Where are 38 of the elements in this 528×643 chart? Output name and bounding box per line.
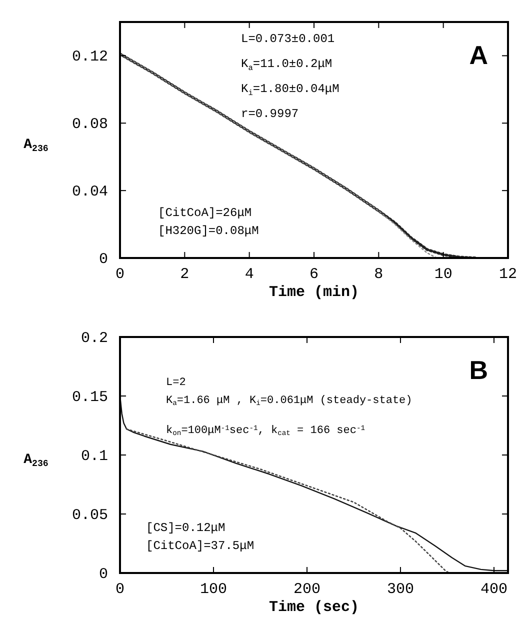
x-axis-title: Time (min) [268, 284, 360, 301]
annotation: K$_{a}$=11.0±0.2μM [241, 57, 332, 73]
y-tick-label: 0.04 [72, 184, 108, 201]
y-tick-label: 0 [98, 566, 108, 583]
y-tick-label: 0.1 [80, 448, 108, 465]
y-axis-title: A$_{236}$ [24, 452, 48, 470]
annotation: K$_{i}$=1.80±0.04μM [241, 82, 340, 98]
text: B [469, 355, 488, 385]
x-tick-label: 10 [434, 266, 452, 283]
y-axis-title: A$_{236}$ [24, 137, 48, 154]
annotation: [H320G]=0.08μM [158, 224, 259, 238]
x-tick-label: 100 [200, 581, 227, 598]
x-tick-label: 400 [480, 581, 508, 598]
y-tick-label: 0.08 [72, 116, 108, 134]
annotation: [CS]=0.12μM [146, 521, 226, 535]
y-tick-label: 0.2 [80, 330, 108, 347]
annotation: K$_{a}$=1.66 μM , K$_{i}$=0.061μM (steady-state) [166, 395, 412, 408]
x-tick-label: 6 [309, 266, 319, 283]
x-tick-label: 0 [115, 266, 125, 283]
x-tick-label: 12 [498, 266, 518, 283]
annotation: [CitCoA]=37.5μM [146, 539, 254, 553]
text: A [469, 40, 488, 70]
annotation: r=0.9997 [241, 107, 299, 121]
x-tick-label: 2 [180, 266, 190, 283]
x-axis-title: Time (sec) [268, 599, 360, 616]
x-tick-label: 8 [374, 266, 384, 283]
y-tick-label: 0.15 [72, 389, 108, 406]
x-tick-label: 0 [115, 581, 125, 598]
y-tick-label: 0.12 [72, 48, 108, 66]
annotation: L=0.073±0.001 [241, 32, 335, 46]
y-tick-label: 0.05 [72, 507, 108, 524]
text: k$_{on}$=100μM$^{-1}$sec$^{-1}$, k$_{cat}$ = 166 sec$^{-1}$ [166, 424, 366, 438]
x-tick-label: 200 [293, 581, 320, 598]
x-tick-label: 300 [386, 581, 414, 598]
x-tick-label: 4 [244, 266, 254, 283]
annotation: L=2 [166, 377, 186, 389]
annotation: [CitCoA]=26μM [158, 206, 252, 220]
y-tick-label: 0 [98, 251, 108, 268]
